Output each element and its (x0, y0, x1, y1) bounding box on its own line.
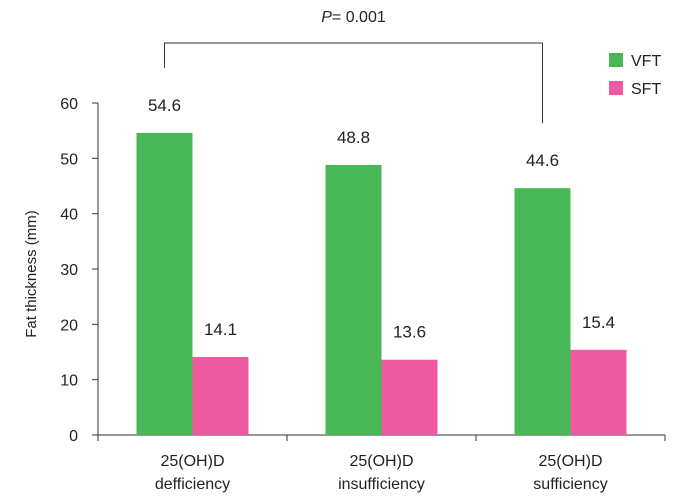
y-tick-label: 50 (60, 151, 78, 168)
category-label: 25(OH)D (349, 453, 413, 470)
bar-vft-0 (136, 132, 193, 435)
data-label-vft-0: 54.6 (148, 96, 181, 115)
category-label: 25(OH)D (538, 453, 602, 470)
significance-annotation: P= 0.001 (164, 9, 543, 124)
category-label: 25(OH)D (160, 453, 224, 470)
p-value-prefix: P (321, 9, 332, 26)
legend-swatch-sft (609, 81, 623, 95)
bar-vft-2 (514, 188, 571, 435)
legend-swatch-vft (609, 53, 623, 67)
y-tick-label: 60 (60, 96, 78, 113)
category-label: defficiency (155, 476, 230, 493)
data-label-sft-0: 14.1 (204, 320, 237, 339)
y-tick-label: 20 (60, 317, 78, 334)
legend-label-vft: VFT (631, 53, 661, 70)
chart-data-labels: 54.6 48.8 44.6 14.1 13.6 15.4 (148, 96, 615, 342)
data-label-vft-2: 44.6 (526, 151, 559, 170)
bar-vft-1 (325, 164, 382, 435)
bar-sft-0 (192, 356, 249, 435)
y-axis-title: Fat thickness (mm) (23, 210, 40, 338)
chart-category-labels: 25(OH)D defficiency 25(OH)D insufficiency 25… (155, 453, 608, 493)
data-label-vft-1: 48.8 (337, 128, 370, 147)
legend-label-sft: SFT (631, 81, 661, 98)
p-value-text: = 0.001 (332, 9, 386, 26)
y-tick-label: 0 (69, 428, 78, 445)
y-tick-label: 30 (60, 262, 78, 279)
y-tick-label: 10 (60, 373, 78, 390)
chart-legend: VFT SFT (609, 53, 661, 98)
p-value-label: P= 0.001 (321, 9, 386, 26)
bar-sft-2 (570, 349, 627, 435)
significance-bracket (164, 42, 543, 124)
data-label-sft-1: 13.6 (393, 323, 426, 342)
bar-sft-1 (381, 359, 438, 435)
category-label: sufficiency (533, 476, 607, 493)
y-tick-label: 40 (60, 207, 78, 224)
data-label-sft-2: 15.4 (582, 313, 615, 332)
chart-bars (136, 132, 627, 435)
category-label: insufficiency (338, 476, 425, 493)
